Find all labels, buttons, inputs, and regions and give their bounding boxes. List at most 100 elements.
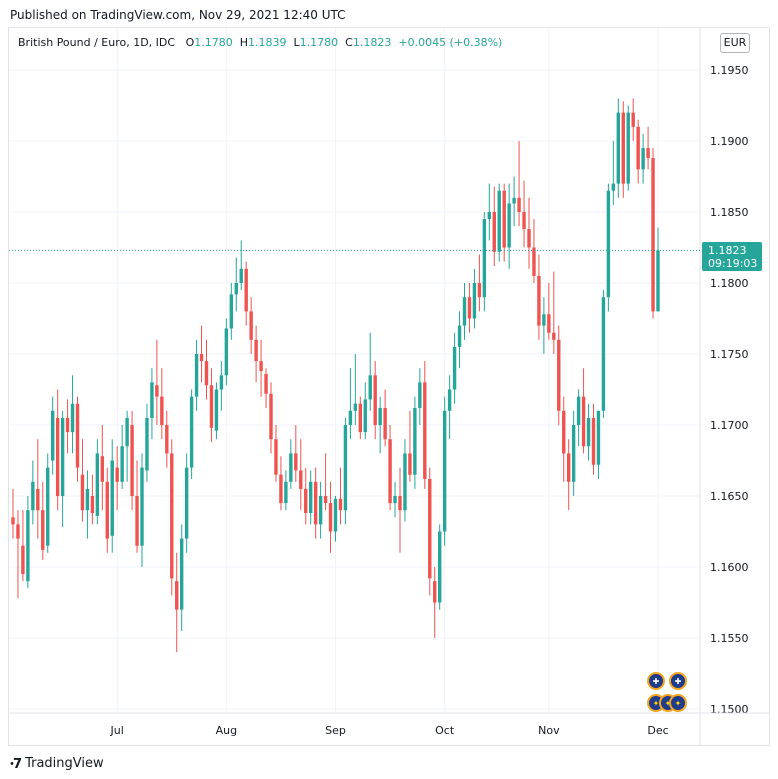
candle-body	[55, 417, 60, 496]
candle-body	[105, 481, 109, 539]
candle-body	[616, 112, 621, 184]
candle-body	[378, 407, 382, 425]
candle-body	[557, 339, 561, 411]
candle-body	[621, 112, 625, 184]
chart-frame	[8, 27, 770, 746]
candle-body	[646, 148, 650, 159]
candle-body	[115, 467, 119, 482]
y-tick-label: 1.1850	[710, 206, 749, 219]
gb-flag-icon[interactable]: ✚	[669, 672, 687, 690]
candle-body	[308, 481, 313, 514]
candle-body	[428, 478, 432, 579]
candle-body	[343, 425, 348, 511]
candle-body	[581, 396, 586, 447]
candle-body	[313, 481, 318, 525]
candle-body	[368, 375, 372, 400]
candle-body	[130, 425, 134, 496]
candle-body	[85, 488, 90, 511]
candle-body	[328, 503, 333, 532]
open-label: O	[185, 36, 195, 49]
last-price-tag: 1.1823 09:19:03	[702, 242, 762, 271]
candle-body	[16, 524, 20, 539]
candle-body	[502, 190, 506, 248]
footer: ꞏ7 TradingView	[10, 754, 104, 773]
candle-body	[477, 283, 482, 298]
candle-body	[487, 212, 492, 220]
candle-body	[437, 531, 442, 603]
candle-body	[457, 325, 462, 347]
candle-body	[656, 250, 660, 312]
candle-body	[358, 403, 363, 433]
candle-body	[423, 382, 427, 479]
candle-body	[75, 403, 80, 468]
candle-body	[155, 385, 159, 397]
gb-flag-icon[interactable]: ✚	[647, 672, 665, 690]
y-tick-label: 1.1900	[710, 135, 749, 148]
candle-body	[413, 407, 417, 475]
event-flags[interactable]: ✚ ✚ ✦ ✦ ✦	[645, 670, 690, 714]
candle-body	[547, 314, 551, 333]
change-value: +0.0045 (+0.38%)	[398, 36, 503, 49]
candle-body	[249, 311, 253, 340]
candle-body	[264, 373, 268, 394]
candle-body	[537, 275, 541, 326]
candle-body	[601, 297, 606, 411]
candle-body	[591, 417, 596, 465]
candle-body	[224, 328, 229, 376]
candle-body	[209, 385, 214, 428]
x-tick-label: Jul	[110, 724, 124, 737]
candle-body	[576, 396, 581, 425]
candle-body	[373, 375, 377, 425]
candle-body	[353, 403, 358, 411]
low-label: L	[293, 36, 300, 49]
candle-body	[492, 212, 496, 252]
candle-body	[512, 197, 516, 204]
candle-body	[279, 474, 283, 504]
last-price: 1.1823	[708, 244, 747, 257]
candle-body	[497, 190, 501, 252]
candle-body	[259, 361, 263, 372]
candle-body	[626, 112, 630, 184]
candle-body	[21, 545, 25, 575]
candle-body	[145, 417, 149, 471]
candle-body	[447, 389, 452, 411]
candle-body	[641, 148, 645, 170]
y-tick-label: 1.1700	[710, 419, 749, 432]
candle-body	[36, 488, 40, 511]
x-tick-label: Oct	[435, 724, 455, 737]
y-tick-label: 1.1550	[710, 632, 749, 645]
low-value: 1.1780	[299, 36, 339, 49]
candle-body	[527, 229, 531, 248]
candle-body	[194, 354, 199, 397]
open-value: 1.1780	[194, 36, 233, 49]
candle-body	[333, 498, 338, 532]
candle-body	[90, 496, 95, 514]
eu-flag-icon[interactable]: ✦	[669, 694, 687, 712]
candle-body	[120, 446, 124, 482]
candle-body	[160, 396, 164, 425]
candle-body	[31, 481, 35, 511]
candle-body	[596, 410, 601, 465]
y-tick-label: 1.1950	[710, 64, 749, 77]
candle-body	[170, 453, 174, 579]
candle-body	[408, 453, 412, 475]
candle-body	[472, 283, 477, 319]
candle-body	[189, 396, 194, 468]
symbol-legend: British Pound / Euro, 1D, IDC O1.1780 H1…	[18, 36, 502, 49]
candle-body	[631, 112, 635, 127]
candle-body	[636, 126, 640, 170]
published-info: Published on TradingView.com, Nov 29, 20…	[10, 8, 346, 22]
candle-body	[165, 425, 169, 454]
candle-body	[299, 470, 303, 489]
candle-body	[135, 496, 139, 546]
currency-button[interactable]: EUR	[720, 33, 750, 53]
bar-countdown: 09:19:03	[708, 257, 758, 270]
candle-body	[418, 382, 422, 408]
candle-body	[140, 467, 144, 546]
candle-body	[566, 453, 571, 482]
candle-body	[651, 158, 655, 312]
candle-body	[462, 297, 467, 326]
candle-body	[532, 247, 536, 276]
candle-body	[175, 581, 179, 610]
